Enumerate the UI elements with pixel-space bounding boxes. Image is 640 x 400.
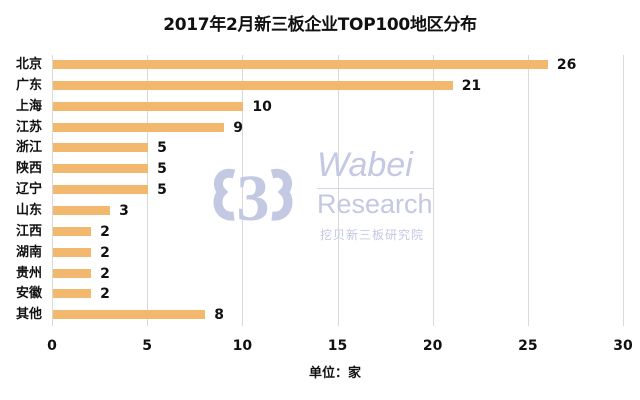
data-label: 2 [100, 286, 110, 303]
x-tick-label: 0 [47, 338, 57, 354]
data-label: 10 [252, 98, 272, 115]
bar [53, 101, 244, 111]
bar-row: 辽宁 5 [16, 180, 623, 200]
bar-row: 广东 21 [16, 76, 623, 96]
bar [53, 226, 92, 236]
category-label: 上海 [15, 98, 42, 114]
gridline [242, 55, 244, 326]
bar [53, 247, 92, 257]
category-label: 山东 [15, 202, 42, 218]
x-axis-label: 单位：家 [308, 366, 361, 381]
bar [53, 185, 149, 195]
data-label: 21 [461, 77, 482, 94]
data-label: 2 [100, 244, 110, 261]
gridline [623, 55, 624, 326]
bar [53, 143, 149, 153]
bar [53, 60, 548, 69]
data-label: 8 [214, 307, 225, 324]
bar [53, 205, 111, 215]
category-label: 江苏 [15, 119, 42, 135]
bar-row: 贵州 2 [16, 264, 623, 284]
bar-row: 上海 10 [16, 97, 623, 117]
x-tick-label: 20 [422, 338, 443, 354]
bar [53, 289, 92, 299]
x-tick-label: 15 [327, 338, 348, 354]
bar-row: 江苏 9 [16, 118, 623, 138]
gridline [337, 55, 339, 326]
y-axis-line [52, 55, 53, 326]
bar-row: 浙江 5 [16, 138, 623, 158]
bar [53, 122, 225, 132]
category-label: 辽宁 [15, 182, 42, 198]
bar [53, 164, 149, 174]
data-label: 5 [157, 182, 167, 199]
bar-row: 山东 3 [16, 201, 623, 221]
bar-row: 其他 8 [16, 305, 623, 325]
x-tick-label: 25 [518, 338, 538, 354]
bar-row: 湖南 2 [16, 243, 623, 263]
bar [53, 268, 92, 278]
category-label: 浙江 [15, 140, 42, 156]
data-label: 9 [233, 119, 244, 136]
data-label: 2 [100, 223, 110, 240]
gridline [432, 55, 434, 326]
gridline [527, 55, 529, 326]
bar-row: 安徽 2 [16, 284, 623, 304]
plot-area: 北京 26 广东 21 上海 10 江苏 9 浙江 5 陕西 5 辽宁 5 山东 3 江西 2 湖南 2 贵州 2 安徽 2 其… [16, 55, 624, 326]
category-label: 北京 [15, 57, 42, 72]
data-label: 3 [119, 202, 129, 219]
category-label: 湖南 [15, 244, 42, 260]
category-label: 广东 [15, 77, 42, 93]
category-label: 其他 [15, 307, 42, 323]
category-label: 江西 [15, 223, 42, 239]
bar-row: 陕西 5 [16, 159, 623, 179]
chart-title: 2017年2月新三板企业TOP100地区分布 [163, 15, 477, 35]
bar-row: 江西 2 [16, 222, 623, 242]
bar [53, 310, 206, 320]
x-tick-label: 5 [142, 338, 153, 354]
data-label: 2 [100, 265, 110, 282]
x-tick-label: 10 [232, 338, 253, 354]
data-label: 5 [157, 161, 167, 178]
x-tick-label: 30 [613, 338, 633, 354]
category-label: 陕西 [15, 161, 42, 177]
data-label: 5 [157, 140, 167, 157]
category-label: 安徽 [15, 286, 42, 302]
bar [53, 80, 453, 90]
bar-row: 北京 26 [16, 55, 623, 75]
data-label: 26 [556, 57, 577, 73]
category-label: 贵州 [15, 265, 42, 281]
